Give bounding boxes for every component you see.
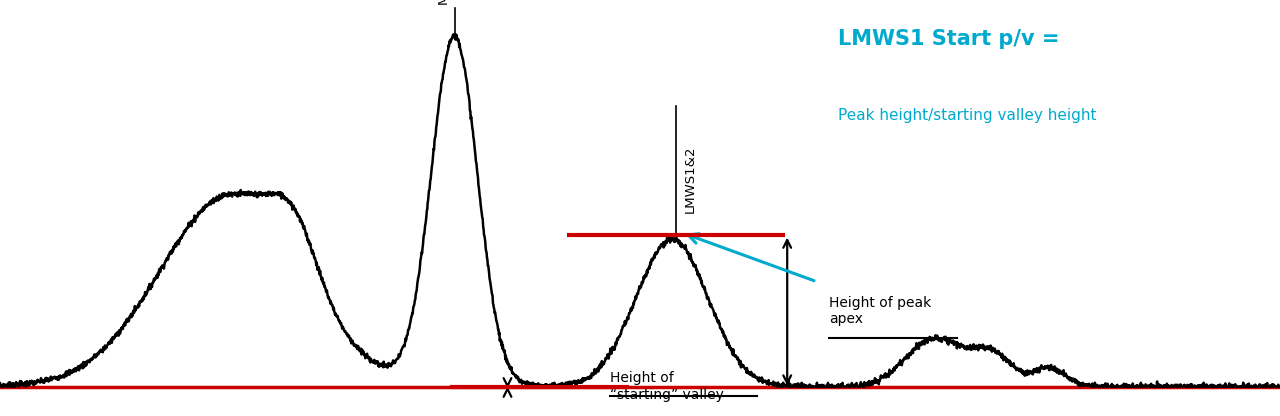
Text: Main peak: Main peak [438,0,452,5]
Text: LMWS1&2: LMWS1&2 [684,146,696,213]
Text: Height of
“starting” valley: Height of “starting” valley [609,371,723,402]
Text: Peak height/starting valley height: Peak height/starting valley height [838,108,1097,123]
Text: LMWS1 Start p/v =: LMWS1 Start p/v = [838,29,1060,49]
Text: Height of peak
apex: Height of peak apex [829,295,932,326]
